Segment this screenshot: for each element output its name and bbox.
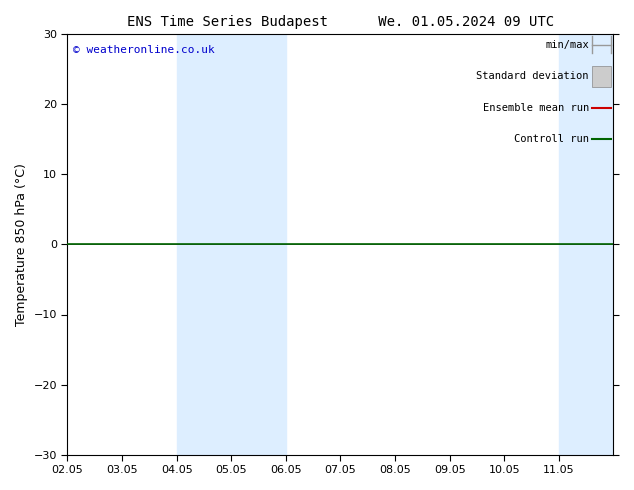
Bar (177, 34, 231, 455)
Text: © weatheronline.co.uk: © weatheronline.co.uk (73, 45, 215, 55)
Text: Controll run: Controll run (514, 134, 589, 145)
Bar (559, 34, 614, 455)
Y-axis label: Temperature 850 hPa (°C): Temperature 850 hPa (°C) (15, 163, 28, 326)
Bar (231, 34, 286, 455)
FancyBboxPatch shape (592, 66, 611, 87)
Text: Standard deviation: Standard deviation (476, 72, 589, 81)
Text: Ensemble mean run: Ensemble mean run (482, 103, 589, 113)
Title: ENS Time Series Budapest      We. 01.05.2024 09 UTC: ENS Time Series Budapest We. 01.05.2024 … (127, 15, 554, 29)
Text: min/max: min/max (545, 40, 589, 50)
